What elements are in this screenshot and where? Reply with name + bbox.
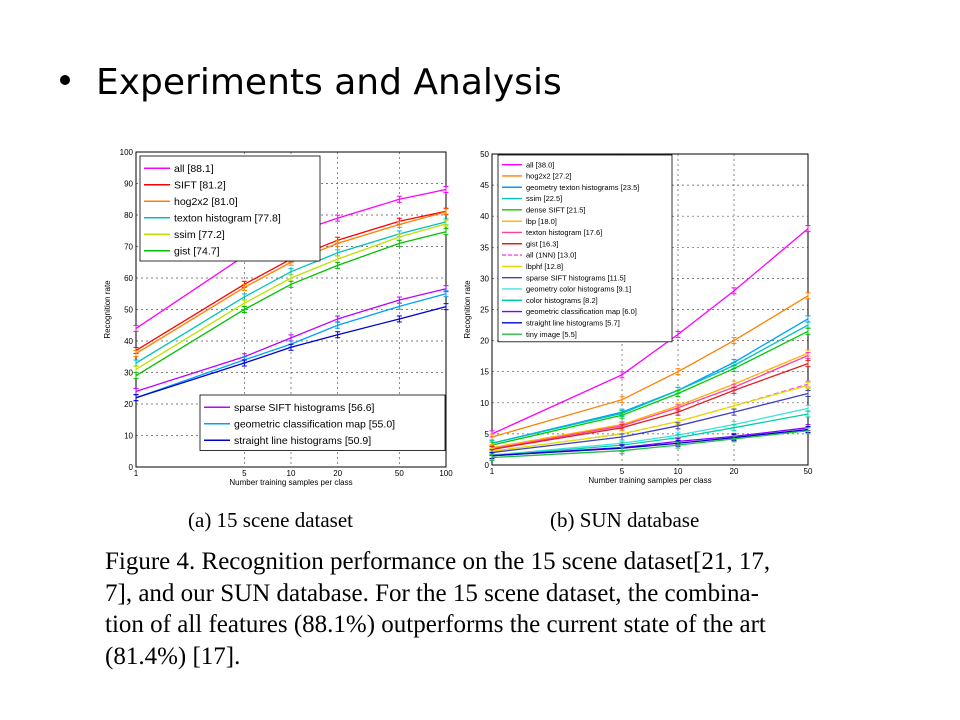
series-line — [135, 221, 447, 364]
legend-label: lbp [18.0] — [526, 217, 557, 226]
x-tick-label: 20 — [333, 469, 342, 478]
x-tick-label: 5 — [242, 469, 247, 478]
slide-bullet: Experiments and Analysis — [60, 62, 562, 103]
y-tick-label: 5 — [485, 430, 490, 439]
y-axis-label: Recognition rate — [463, 280, 472, 339]
y-tick-label: 0 — [485, 461, 490, 470]
y-tick-label: 100 — [120, 148, 134, 157]
x-tick-label: 100 — [439, 469, 453, 478]
legend-label: texton histogram [17.6] — [526, 228, 602, 237]
y-tick-label: 10 — [124, 432, 133, 441]
legend-label: sparse SIFT histograms [56.6] — [234, 402, 375, 414]
subcaption-a: (a) 15 scene dataset — [188, 508, 353, 532]
plot-frame — [491, 153, 809, 466]
y-tick-label: 50 — [124, 306, 133, 315]
y-tick-label: 25 — [480, 306, 489, 315]
x-tick-label: 50 — [395, 469, 404, 478]
y-tick-label: 0 — [129, 463, 134, 472]
x-tick-label: 10 — [287, 469, 296, 478]
subcaption-b: (b) SUN database — [550, 508, 700, 532]
legend-label: all [38.0] — [526, 160, 554, 169]
legend-label: geometric classification map [6.0] — [526, 307, 637, 316]
legend-label: ssim [22.5] — [526, 194, 562, 203]
y-tick-label: 20 — [480, 337, 489, 346]
legend-label: sparse SIFT histograms [11.5] — [526, 273, 626, 282]
series-line — [135, 306, 447, 399]
slide-title: Experiments and Analysis — [96, 62, 562, 103]
y-tick-label: 40 — [480, 212, 489, 221]
series-line — [135, 293, 447, 399]
x-axis-label: Number training samples per class — [588, 476, 711, 485]
x-tick-label: 1 — [490, 467, 495, 476]
chart-15-scene: 0 10 20 30 40 50 60 70 80 90 100 1 5 10 20 50 100 Number … — [103, 148, 453, 487]
x-axis-label: Number training samples per class — [229, 478, 352, 487]
bullet-dot — [60, 75, 70, 85]
legend-label: all [88.1] — [174, 163, 214, 175]
legend-box — [497, 154, 673, 343]
legend-label: hog2x2 [81.0] — [174, 196, 238, 208]
series-line — [135, 288, 447, 393]
figure-caption: Figure 4. Recognition performance on the… — [105, 548, 771, 670]
x-tick-label: 1 — [134, 469, 139, 478]
legend-label: geometry texton histograms [23.5] — [526, 183, 639, 192]
legend-label: texton histogram [77.8] — [174, 212, 281, 224]
y-tick-label: 35 — [480, 243, 489, 252]
y-tick-label: 15 — [480, 368, 489, 377]
legend-label: straight line histograms [5.7] — [526, 318, 620, 327]
legend-box — [199, 394, 446, 451]
x-tick-label: 50 — [804, 467, 813, 476]
legend-label: straight line histograms [50.9] — [234, 435, 371, 447]
y-tick-label: 20 — [124, 400, 133, 409]
legend-label: ssim [77.2] — [174, 229, 225, 241]
y-tick-label: 70 — [124, 243, 133, 252]
legend-label: tiny image [5.5] — [526, 330, 577, 339]
x-tick-label: 10 — [674, 467, 683, 476]
y-tick-label: 30 — [480, 274, 489, 283]
legend-label: geometry color histograms [9.1] — [526, 285, 631, 294]
y-tick-label: 80 — [124, 211, 133, 220]
y-axis-label: Recognition rate — [103, 280, 112, 339]
legend-label: all (1NN) [13.0] — [526, 251, 576, 260]
legend-label: dense SIFT [21.5] — [526, 205, 585, 214]
x-tick-label: 20 — [730, 467, 739, 476]
series-line — [491, 324, 809, 444]
y-tick-label: 50 — [480, 150, 489, 159]
series-line — [135, 223, 447, 370]
legend-label: gist [74.7] — [174, 245, 220, 257]
legend-label: hog2x2 [27.2] — [526, 172, 571, 181]
y-tick-label: 40 — [124, 337, 133, 346]
y-tick-label: 10 — [480, 399, 489, 408]
legend-box — [139, 155, 321, 262]
legend-label: color histograms [8.2] — [526, 296, 598, 305]
y-tick-label: 90 — [124, 180, 133, 189]
legend-label: lbphf [12.8] — [526, 262, 563, 271]
x-tick-label: 5 — [620, 467, 625, 476]
legend-label: gist [16.3] — [526, 239, 559, 248]
legend-label: geometric classification map [55.0] — [234, 418, 395, 430]
legend-label: SIFT [81.2] — [174, 179, 226, 191]
y-tick-label: 45 — [480, 181, 489, 190]
y-tick-label: 30 — [124, 369, 133, 378]
series-line — [135, 231, 447, 377]
y-tick-label: 60 — [124, 274, 133, 283]
